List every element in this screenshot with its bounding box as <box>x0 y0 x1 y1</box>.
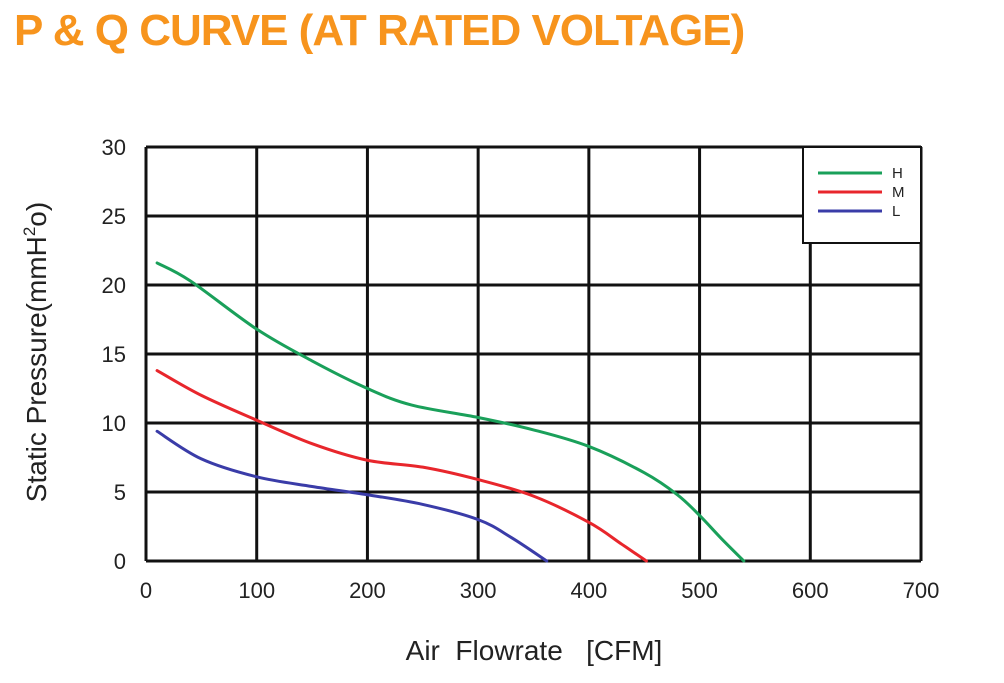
y-tick-label: 5 <box>114 480 126 505</box>
legend-label-h: H <box>892 165 903 182</box>
x-tick-label: 0 <box>140 578 152 603</box>
legend-label-l: L <box>892 203 900 220</box>
x-tick-label: 500 <box>681 578 718 603</box>
y-tick-label: 15 <box>102 342 126 367</box>
x-tick-label: 600 <box>792 578 829 603</box>
x-tick-label: 700 <box>903 578 940 603</box>
y-axis-label-tail: o) <box>21 202 52 227</box>
series-line-h <box>155 261 746 563</box>
y-tick-labels: 0 5 10 15 20 25 30 <box>102 135 126 574</box>
y-tick-label: 25 <box>102 204 126 229</box>
legend: HML <box>802 146 922 244</box>
series-line-l <box>155 429 549 563</box>
series-line-m <box>155 369 648 563</box>
x-tick-labels: 0 100 200 300 400 500 600 700 <box>140 578 939 603</box>
legend-box <box>802 146 922 244</box>
y-axis-label-main: Static Pressure(mmH <box>21 236 52 502</box>
x-tick-label: 100 <box>238 578 275 603</box>
y-tick-label: 30 <box>102 135 126 160</box>
chart-title: P & Q CURVE (AT RATED VOLTAGE) <box>14 6 745 55</box>
x-tick-label: 400 <box>570 578 607 603</box>
x-tick-label: 300 <box>460 578 497 603</box>
x-tick-label: 200 <box>349 578 386 603</box>
y-tick-label: 0 <box>114 549 126 574</box>
x-axis-label: Air Flowrate [CFM] <box>406 635 663 666</box>
y-tick-label: 10 <box>102 411 126 436</box>
y-axis-label-superscript: 2 <box>20 227 39 236</box>
y-tick-label: 20 <box>102 273 126 298</box>
legend-label-m: M <box>892 184 905 201</box>
y-axis-label: Static Pressure(mmH2o) <box>20 202 52 502</box>
series-lines <box>155 261 746 563</box>
